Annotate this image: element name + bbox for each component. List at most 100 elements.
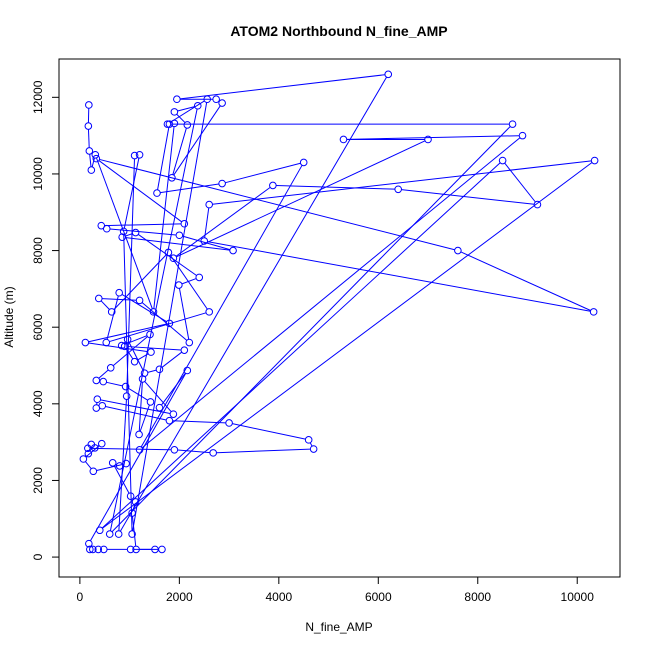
data-point [126, 545, 135, 554]
data-point [98, 401, 107, 410]
series-segment [88, 323, 167, 343]
data-point [165, 416, 174, 425]
data-point [105, 530, 114, 538]
series-segment [160, 183, 219, 194]
data-point [218, 179, 226, 188]
data-point [229, 246, 237, 255]
data-point [117, 341, 126, 350]
series-segment [132, 504, 136, 511]
series-segment [85, 445, 100, 458]
series-segment [113, 254, 167, 310]
data-point [203, 95, 212, 104]
series-segment [96, 463, 124, 471]
x-axis: 0 2000 4000 6000 8000 10000 [77, 576, 595, 604]
data-point [518, 131, 527, 140]
data-point [131, 498, 140, 506]
series-segment [123, 157, 140, 229]
data-point [126, 492, 135, 500]
x-tick-label: 2000 [166, 590, 193, 604]
data-point [151, 545, 159, 554]
series-segment [95, 157, 153, 309]
data-point [85, 147, 94, 155]
series-segment [172, 127, 187, 175]
y-axis-label: Altitude (m) [2, 286, 16, 347]
data-point [589, 308, 598, 316]
series-segment [91, 157, 95, 168]
data-point [424, 135, 432, 144]
data-point [147, 348, 155, 356]
series-segment [178, 288, 190, 340]
data-point [94, 294, 103, 303]
data-point [115, 288, 123, 297]
data-point [205, 308, 213, 316]
data-point [508, 120, 517, 128]
x-tick-label: 10000 [561, 590, 595, 604]
series-segment [128, 387, 148, 401]
data-point [81, 338, 90, 347]
data-point [170, 108, 179, 116]
data-point [130, 357, 139, 366]
data-point [168, 173, 176, 182]
data-point [79, 455, 88, 463]
data-point [205, 200, 213, 209]
data-point [99, 377, 108, 386]
data-point [128, 509, 136, 517]
data-point [195, 273, 204, 282]
y-tick-label: 12000 [31, 80, 45, 114]
data-point [97, 439, 106, 448]
series-segment [89, 154, 92, 167]
series-segment [91, 447, 172, 451]
data-point [85, 101, 93, 109]
series-segment [123, 234, 133, 531]
data-point [94, 545, 103, 554]
series-segment [177, 449, 210, 454]
data-point [108, 459, 117, 467]
series-segment [102, 162, 593, 529]
data-point [84, 449, 93, 458]
data-point [91, 444, 99, 452]
y-tick-label: 6000 [31, 314, 45, 341]
series-segment [173, 105, 221, 176]
data-point [131, 228, 140, 237]
data-point [122, 392, 131, 400]
x-tick-label: 8000 [464, 590, 491, 604]
series-segment [212, 160, 592, 205]
data-point [86, 545, 94, 554]
series-segment [137, 353, 149, 361]
series-segment [113, 465, 130, 494]
series-segment [176, 113, 186, 123]
series-segment [105, 405, 167, 421]
series-segment [176, 140, 426, 258]
series-segment [147, 369, 157, 373]
series-segment [141, 137, 521, 449]
data-point [454, 246, 462, 255]
series-segment [138, 382, 143, 432]
data-point [175, 231, 184, 240]
data-point [304, 436, 313, 444]
series-segment [101, 162, 501, 529]
series-segment [90, 373, 187, 542]
data-point [169, 410, 178, 418]
data-point [200, 237, 209, 245]
data-point [120, 342, 129, 351]
series-segment [161, 351, 183, 368]
data-point [225, 419, 233, 427]
data-point [114, 530, 123, 538]
data-point [269, 181, 277, 190]
series-segment [177, 106, 195, 112]
series-segment [182, 235, 231, 251]
series-points [79, 70, 599, 554]
data-point [122, 459, 130, 468]
series-segment [204, 207, 210, 238]
series-segment [141, 302, 188, 341]
y-tick-label: 0 [31, 553, 45, 560]
data-point [135, 296, 144, 305]
series-segment [157, 127, 170, 190]
data-point [170, 445, 179, 454]
data-point [119, 227, 128, 236]
series-segment [88, 342, 148, 353]
data-point [102, 224, 111, 233]
data-point [121, 382, 130, 391]
data-point [106, 364, 115, 372]
